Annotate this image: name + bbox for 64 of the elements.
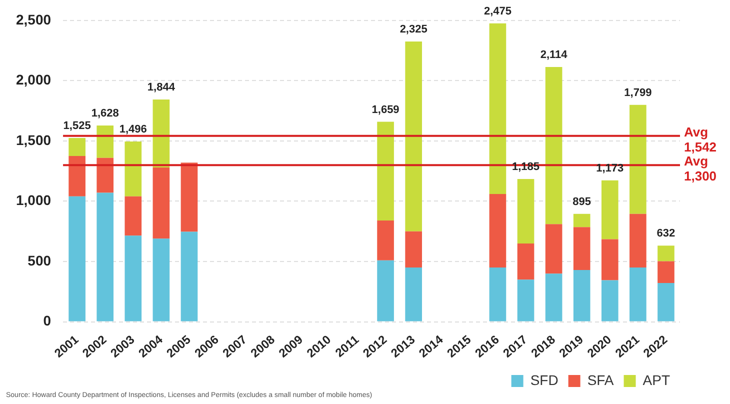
bar <box>489 194 506 268</box>
total-label: 2,325 <box>400 24 428 36</box>
y-tick-label: 1,500 <box>16 132 52 148</box>
bar <box>124 196 142 236</box>
bar <box>601 239 618 280</box>
total-label: 1,525 <box>63 120 91 132</box>
bar <box>489 23 506 194</box>
bar <box>152 238 170 322</box>
bar <box>152 167 170 239</box>
bar <box>96 126 114 158</box>
bar <box>601 280 618 322</box>
bar <box>68 138 86 156</box>
bar <box>68 156 86 196</box>
bar <box>489 268 506 322</box>
bar <box>517 243 534 280</box>
bar <box>152 99 170 168</box>
bar <box>545 224 562 274</box>
total-label: 1,844 <box>147 82 176 94</box>
bar <box>124 141 142 196</box>
bar <box>630 268 646 322</box>
total-label: 632 <box>656 228 676 240</box>
bar <box>377 122 394 221</box>
y-tick-label: 0 <box>43 312 52 329</box>
y-tick-label: 500 <box>28 252 52 268</box>
ref-line-label: Avg 1,542 <box>684 124 717 154</box>
bar <box>180 162 198 232</box>
bar <box>630 214 646 268</box>
total-label: 1,628 <box>91 108 119 120</box>
y-tick-label: 2,000 <box>16 72 52 88</box>
y-tick-label: 2,500 <box>16 11 52 28</box>
bar <box>377 260 394 322</box>
bar <box>573 214 590 228</box>
bar <box>377 220 394 260</box>
total-label: 1,799 <box>624 86 652 99</box>
bar <box>405 268 422 322</box>
bar <box>630 104 646 214</box>
total-label: 1,173 <box>596 162 624 174</box>
bar <box>124 236 142 322</box>
bar <box>658 282 674 322</box>
ref-line-label: Avg 1,300 <box>684 154 717 184</box>
bar <box>405 42 422 232</box>
legend-label: APT <box>642 372 670 388</box>
bar <box>68 196 86 322</box>
total-label: 2,114 <box>540 48 568 61</box>
bar <box>573 270 590 322</box>
total-label: 895 <box>572 196 592 208</box>
bar <box>180 232 198 322</box>
legend-label: SFD <box>530 372 558 388</box>
bar <box>658 261 674 283</box>
bar <box>658 246 674 262</box>
bar <box>545 66 562 224</box>
bar <box>517 178 534 244</box>
bar <box>573 227 590 270</box>
bar <box>601 180 618 240</box>
total-label: 1,496 <box>119 123 147 136</box>
bar <box>517 280 534 322</box>
bar <box>545 274 562 322</box>
bar <box>405 231 422 268</box>
total-label: 1,659 <box>372 104 400 116</box>
total-label: 2,475 <box>484 5 512 18</box>
y-tick-label: 1,000 <box>16 192 52 208</box>
legend-label: SFA <box>587 372 614 388</box>
bar <box>96 192 114 322</box>
bar <box>96 158 114 193</box>
